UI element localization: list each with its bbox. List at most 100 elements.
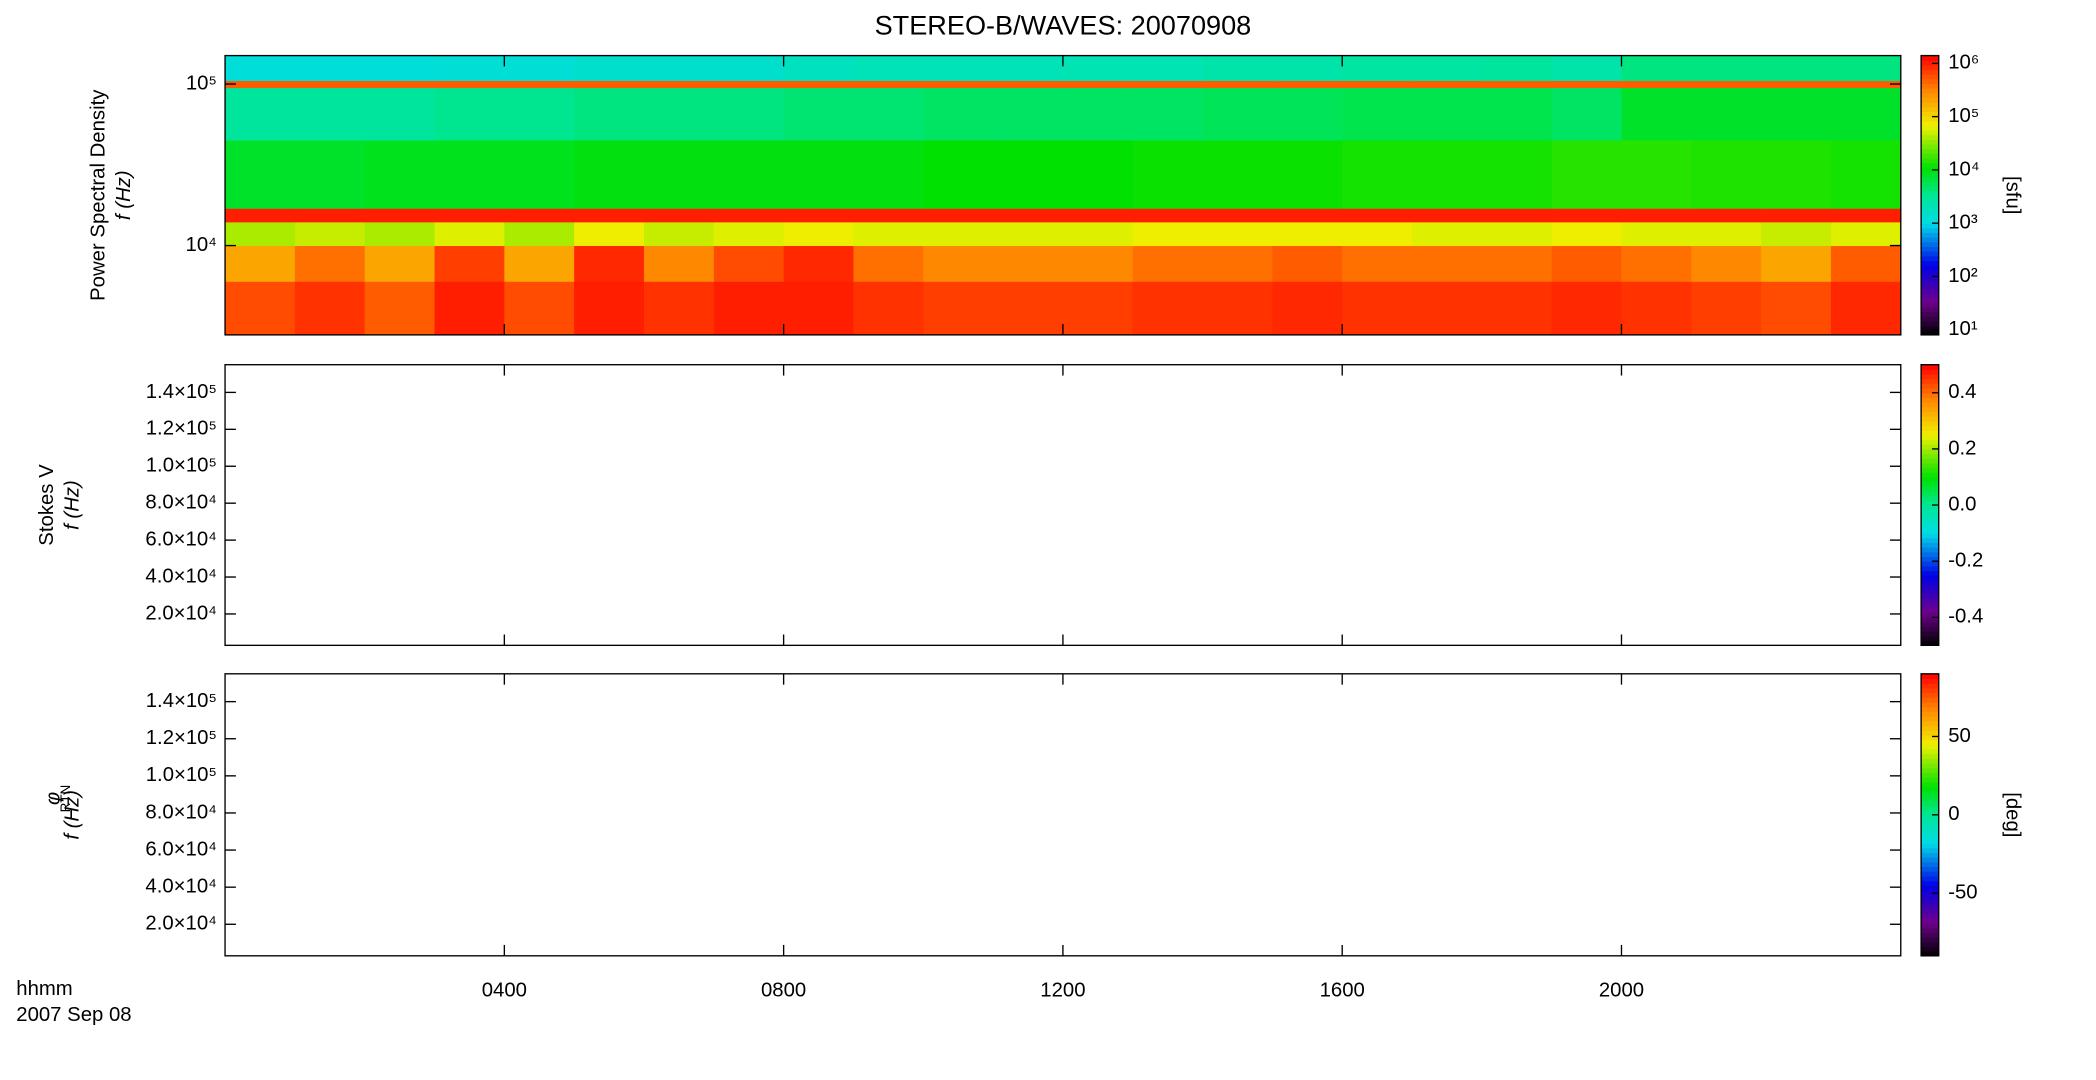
colorbar-swatch	[1921, 116, 1939, 122]
colorbar-swatch	[1921, 388, 1939, 394]
y-axis-label: φ	[43, 792, 65, 805]
colorbar-label: [sfu]	[2002, 176, 2024, 214]
colorbar-swatch	[1921, 866, 1939, 872]
heatmap-cell	[923, 245, 994, 282]
colorbar-swatch	[1921, 767, 1939, 774]
colorbar-swatch	[1921, 60, 1939, 66]
heatmap-cell	[1342, 80, 1413, 89]
heatmap-cell	[1132, 140, 1203, 209]
colorbar-swatch	[1921, 744, 1939, 750]
colorbar-swatch	[1921, 425, 1939, 431]
chart-title: STEREO-B/WAVES: 20070908	[875, 9, 1252, 40]
colorbar-swatch	[1921, 635, 1939, 642]
heatmap-cell	[294, 221, 366, 246]
colorbar-swatch	[1921, 185, 1939, 192]
colorbar-swatch	[1921, 453, 1939, 459]
heatmap-cell	[364, 221, 435, 246]
colorbar-swatch	[1921, 847, 1939, 853]
heatmap-cell	[225, 208, 296, 223]
heatmap-cell	[1132, 208, 1203, 223]
colorbar-swatch	[1921, 505, 1939, 511]
heatmap-cell	[853, 221, 924, 246]
colorbar-swatch	[1921, 283, 1939, 289]
colorbar-swatch	[1921, 758, 1939, 764]
heatmap-cell	[1062, 140, 1134, 209]
heatmap-cell	[1202, 87, 1273, 141]
heatmap-cell	[1691, 221, 1762, 246]
colorbar-swatch	[1921, 88, 1939, 94]
heatmap-cell	[923, 55, 994, 82]
colorbar-swatch	[1921, 78, 1939, 85]
colorbar-swatch	[1921, 55, 1939, 61]
heatmap-cell	[1272, 87, 1343, 141]
colorbar-swatch	[1921, 528, 1939, 534]
colorbar-swatch	[1921, 306, 1939, 313]
heatmap-cell	[1691, 245, 1762, 282]
colorbar-swatch	[1921, 631, 1939, 637]
colorbar-swatch	[1921, 749, 1939, 755]
heatmap-cell	[713, 87, 785, 141]
colorbar-tick-label: -0.2	[1948, 550, 1983, 572]
heatmap-cell	[294, 140, 366, 209]
colorbar-swatch	[1921, 325, 1939, 331]
heatmap-cell	[923, 281, 994, 336]
colorbar-tick-label: 0.0	[1948, 493, 1976, 515]
heatmap-cell	[1062, 80, 1134, 89]
colorbar-swatch	[1921, 579, 1939, 586]
colorbar-swatch	[1921, 584, 1939, 590]
colorbar-swatch	[1921, 64, 1939, 71]
colorbar-swatch	[1921, 434, 1939, 441]
colorbar-swatch	[1921, 796, 1939, 802]
heatmap-cell	[504, 87, 575, 141]
heatmap-cell	[1551, 55, 1622, 82]
colorbar-swatch	[1921, 904, 1939, 910]
colorbar-swatch	[1921, 753, 1939, 759]
colorbar-swatch	[1921, 92, 1939, 99]
heatmap-cell	[783, 208, 854, 223]
colorbar-swatch	[1921, 561, 1939, 567]
colorbar-swatch	[1921, 716, 1939, 722]
heatmap-cell	[1830, 55, 1902, 82]
heatmap-cell	[1132, 87, 1203, 141]
y-tick-label: 4.0×10⁴	[145, 565, 216, 587]
colorbar-swatch	[1921, 673, 1939, 680]
colorbar-swatch	[1921, 575, 1939, 581]
heatmap-cell	[1621, 245, 1692, 282]
heatmap-cell	[1691, 140, 1762, 209]
heatmap-cell	[1830, 245, 1902, 282]
colorbar-swatch	[1921, 951, 1939, 957]
colorbar-tick-label: 50	[1948, 725, 1971, 747]
colorbar-swatch	[1921, 739, 1939, 745]
colorbar-swatch	[1921, 570, 1939, 576]
heatmap-cell	[1830, 221, 1902, 246]
colorbar-swatch	[1921, 927, 1939, 933]
heatmap-cell	[713, 140, 785, 209]
colorbar-swatch	[1921, 246, 1939, 252]
colorbar-swatch	[1921, 292, 1939, 299]
heatmap-cell	[434, 281, 505, 336]
heatmap-cell	[643, 221, 715, 246]
heatmap-cell	[1412, 87, 1483, 141]
heatmap-cell	[294, 55, 366, 82]
colorbar-swatch	[1921, 153, 1939, 159]
colorbar-swatch	[1921, 814, 1939, 821]
y-tick-label: 6.0×10⁴	[145, 838, 216, 860]
heatmap-cell	[364, 245, 435, 282]
colorbar-swatch	[1921, 730, 1939, 736]
colorbar-tick-label: 10³	[1948, 212, 1978, 234]
heatmap-cell	[504, 281, 575, 336]
heatmap-cell	[1272, 221, 1343, 246]
colorbar-swatch	[1921, 490, 1939, 497]
colorbar-swatch	[1921, 274, 1939, 280]
heatmap-cell	[1621, 140, 1692, 209]
heatmap-cell	[1342, 281, 1413, 336]
colorbar-swatch	[1921, 204, 1939, 210]
heatmap-cell	[1202, 140, 1273, 209]
heatmap-cell	[713, 55, 785, 82]
heatmap-cell	[1481, 140, 1553, 209]
colorbar-swatch	[1921, 486, 1939, 492]
x-tick-label: 2000	[1599, 979, 1644, 1001]
plot-frame	[224, 364, 1902, 647]
x-tick-label: 0400	[482, 979, 527, 1001]
